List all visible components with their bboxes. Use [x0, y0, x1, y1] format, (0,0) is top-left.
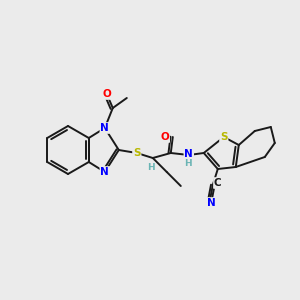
- Text: O: O: [160, 132, 169, 142]
- Text: H: H: [147, 163, 154, 172]
- Text: S: S: [220, 132, 227, 142]
- Text: S: S: [133, 148, 140, 158]
- Text: N: N: [184, 149, 193, 159]
- Text: C: C: [214, 178, 222, 188]
- Text: N: N: [100, 167, 109, 177]
- Text: H: H: [184, 160, 192, 169]
- Text: N: N: [100, 123, 109, 133]
- Text: O: O: [102, 89, 111, 99]
- Text: N: N: [207, 198, 216, 208]
